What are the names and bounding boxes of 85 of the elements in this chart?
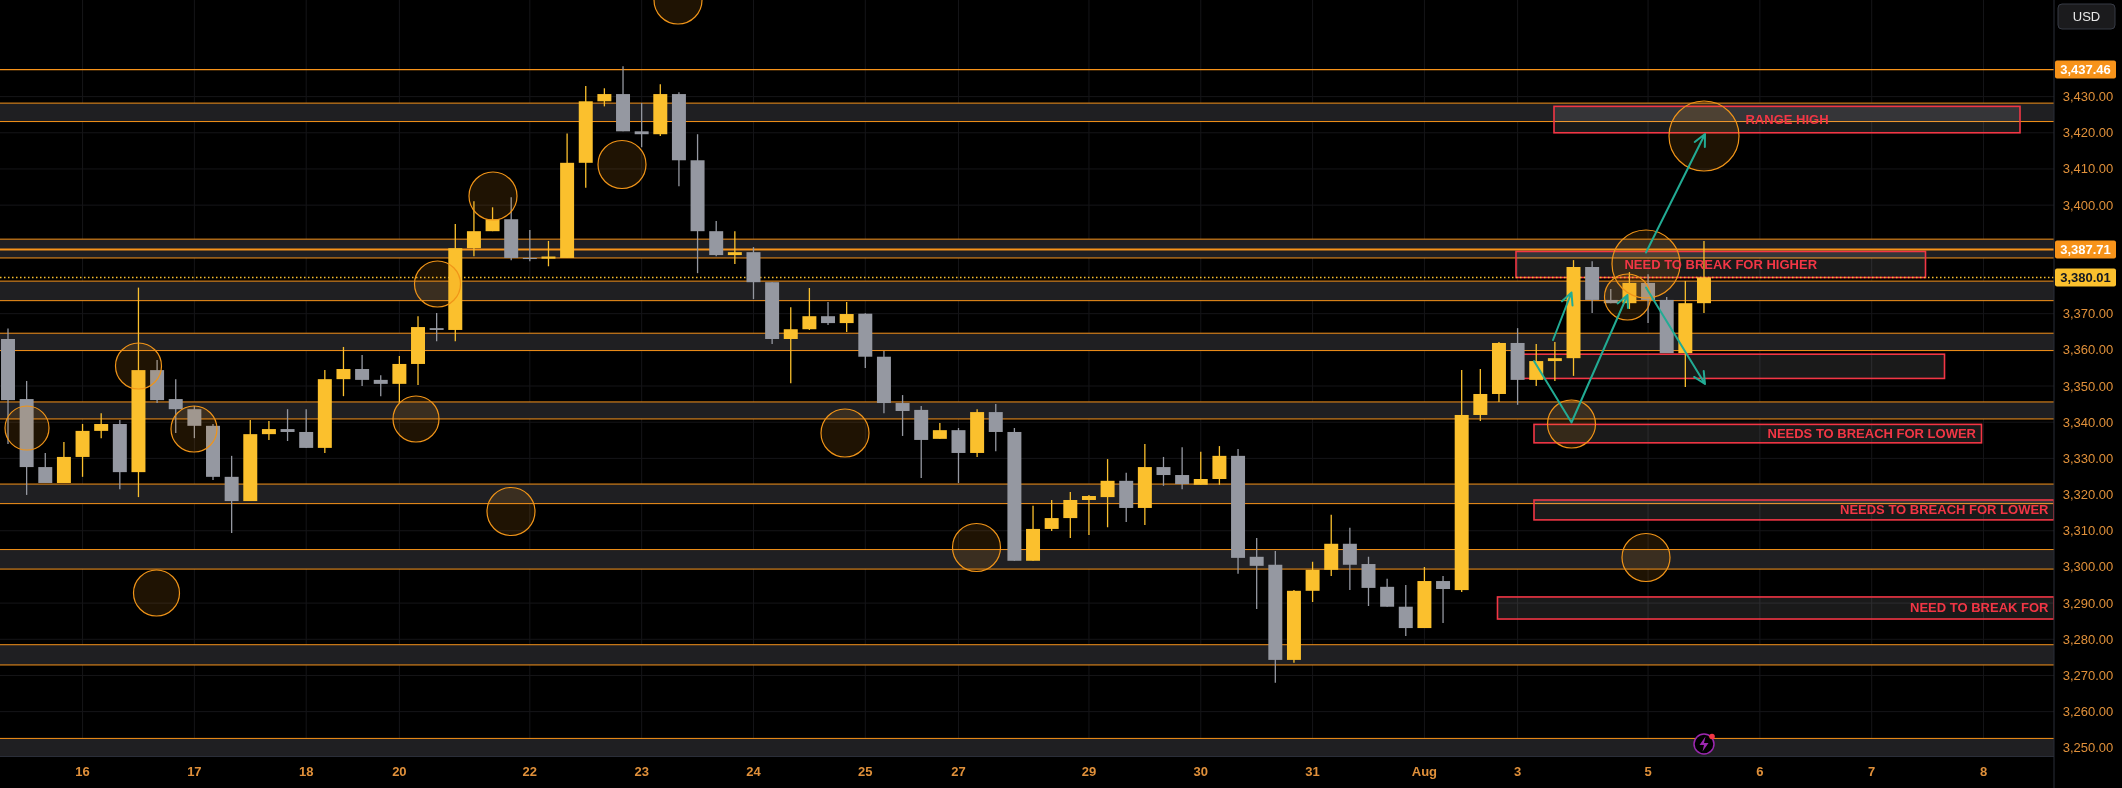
candlestick: [597, 87, 612, 108]
candlestick: [1081, 494, 1096, 536]
y-tick-label: 3,410.00: [2062, 161, 2114, 177]
band-label: NEEDS TO BREACH FOR LOWER: [1840, 502, 2050, 518]
x-tick-label: 17: [187, 763, 202, 779]
x-tick-label: 8: [1979, 763, 1988, 779]
candlestick: [541, 240, 556, 267]
candlestick: [951, 427, 966, 484]
y-tick-label: 3,290.00: [2062, 595, 2114, 611]
candlestick: [336, 346, 351, 397]
x-tick-label: 7: [1868, 763, 1876, 779]
y-tick-label: 3,310.00: [2062, 523, 2114, 539]
ref-line-label: 3,380.01: [2060, 269, 2111, 285]
candlestick: [466, 200, 481, 257]
candlestick: [1175, 446, 1190, 490]
ref-line-label: 3,437.46: [2060, 62, 2111, 78]
candlestick: [429, 312, 444, 342]
candlestick: [1249, 537, 1264, 610]
candlestick: [988, 403, 1003, 452]
x-tick-label: 30: [1193, 763, 1208, 779]
x-tick-label: 18: [298, 763, 314, 779]
x-tick-label: Aug: [1411, 763, 1438, 779]
candlestick: [1100, 458, 1115, 528]
candlestick: [38, 452, 53, 484]
y-tick-label: 3,260.00: [2062, 704, 2114, 720]
x-tick-label: 25: [858, 763, 873, 779]
y-tick-label: 3,280.00: [2062, 631, 2114, 647]
band-label: NEEDS TO BREACH FOR LOWER: [1767, 426, 1977, 442]
candlestick: [727, 230, 742, 265]
y-tick-label: 3,420.00: [2062, 125, 2114, 141]
candlestick: [355, 354, 370, 387]
x-tick-label: 6: [1756, 763, 1764, 779]
candlestick: [392, 355, 407, 404]
candlestick: [1547, 341, 1562, 382]
x-tick-label: 22: [522, 763, 538, 779]
x-tick-label: 20: [392, 763, 407, 779]
x-tick-label: 5: [1644, 763, 1652, 779]
x-tick-label: 27: [951, 763, 966, 779]
y-tick-label: 3,370.00: [2062, 306, 2114, 322]
x-tick-label: 31: [1305, 763, 1320, 779]
candlestick: [634, 102, 649, 148]
x-tick-label: 29: [1081, 763, 1097, 779]
candlestick: [709, 220, 724, 257]
candlestick: [1361, 556, 1376, 607]
candlestick: [839, 301, 854, 333]
candlestick: [821, 301, 836, 326]
candlestick: [1193, 451, 1208, 486]
candlestick: [280, 408, 295, 442]
y-tick-label: 3,300.00: [2062, 559, 2114, 575]
y-axis-title: USD: [2072, 9, 2101, 24]
candlestick: [802, 287, 817, 331]
y-tick-label: 3,340.00: [2062, 414, 2114, 430]
y-tick-label: 3,350.00: [2062, 378, 2114, 394]
candlestick: [1212, 445, 1227, 486]
candlestick: [1305, 561, 1320, 603]
candlestick: [1398, 584, 1413, 637]
y-tick-label: 3,250.00: [2062, 740, 2114, 756]
candlestick: [261, 420, 276, 441]
candlestick: [1044, 499, 1059, 532]
band-label: NEED TO BREAK FOR: [1910, 600, 2050, 616]
x-tick-label: 24: [746, 763, 762, 779]
candlestick: [1156, 456, 1171, 487]
candlestick: [187, 405, 202, 439]
x-tick-label: 3: [1513, 763, 1522, 779]
x-tick-label: 16: [75, 763, 90, 779]
candlestick: [1342, 527, 1357, 591]
candlestick: [299, 408, 314, 449]
y-tick-label: 3,360.00: [2062, 342, 2114, 358]
y-tick-label: 3,330.00: [2062, 450, 2114, 466]
y-tick-label: 3,400.00: [2062, 197, 2114, 213]
candlestick: [783, 306, 798, 384]
candlestick: [1380, 578, 1395, 608]
y-tick-label: 3,320.00: [2062, 487, 2114, 503]
y-tick-label: 3,430.00: [2062, 89, 2114, 105]
y-tick-label: 3,270.00: [2062, 667, 2114, 683]
candlestick: [895, 394, 910, 437]
candlestick: [373, 374, 388, 397]
x-tick-label: 23: [634, 763, 649, 779]
candlestick: [168, 378, 183, 434]
candlestick: [1063, 491, 1078, 539]
candlestick: [1473, 368, 1488, 422]
candlestick: [1436, 575, 1451, 624]
ref-line-label: 3,387.71: [2060, 242, 2111, 258]
candlestick: [522, 229, 537, 262]
candlestick: [94, 412, 109, 439]
